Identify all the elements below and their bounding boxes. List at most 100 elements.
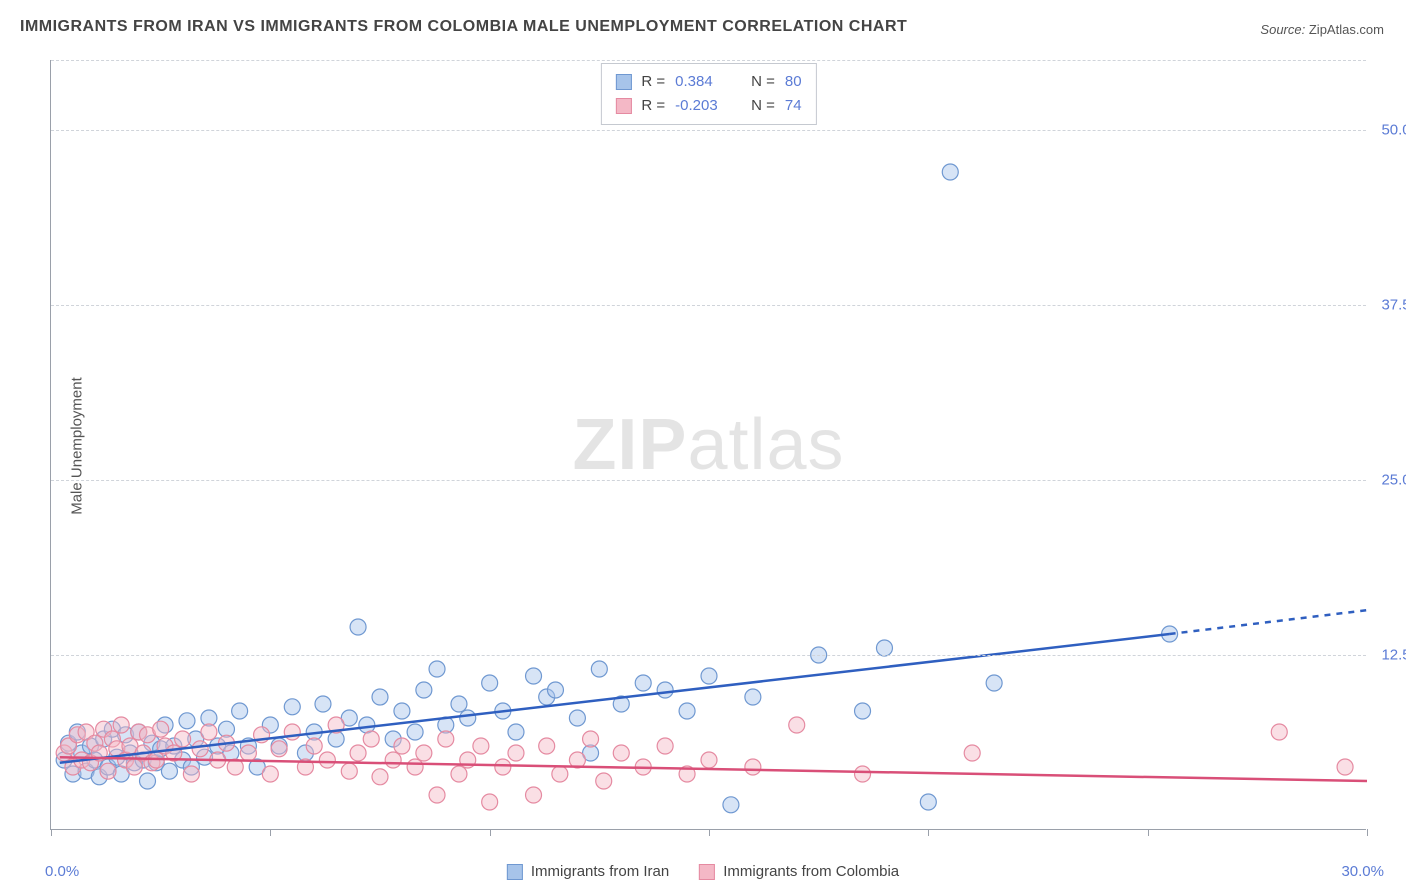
scatter-point bbox=[679, 703, 695, 719]
scatter-point bbox=[473, 738, 489, 754]
scatter-point bbox=[175, 731, 191, 747]
scatter-point bbox=[451, 766, 467, 782]
scatter-point bbox=[350, 745, 366, 761]
scatter-point bbox=[508, 745, 524, 761]
plot-area: ZIPatlas R =0.384N =80R =-0.203N =74 12.… bbox=[50, 60, 1366, 830]
scatter-point bbox=[539, 738, 555, 754]
scatter-point bbox=[745, 759, 761, 775]
scatter-point bbox=[271, 741, 287, 757]
legend-label: Immigrants from Iran bbox=[531, 863, 669, 880]
scatter-point bbox=[482, 675, 498, 691]
scatter-point bbox=[407, 759, 423, 775]
scatter-point bbox=[920, 794, 936, 810]
scatter-point bbox=[495, 759, 511, 775]
scatter-point bbox=[1271, 724, 1287, 740]
stats-row: R =0.384N =80 bbox=[615, 70, 801, 94]
scatter-point bbox=[240, 745, 256, 761]
plot-svg bbox=[51, 60, 1366, 829]
scatter-point bbox=[341, 763, 357, 779]
scatter-point bbox=[350, 619, 366, 635]
source-label: Source: bbox=[1260, 22, 1305, 37]
scatter-point bbox=[319, 752, 335, 768]
scatter-point bbox=[394, 738, 410, 754]
scatter-point bbox=[179, 713, 195, 729]
scatter-point bbox=[372, 769, 388, 785]
stats-row: R = -0.203 N = 74 bbox=[615, 94, 801, 118]
scatter-point bbox=[745, 689, 761, 705]
x-tick bbox=[270, 829, 271, 836]
scatter-point bbox=[113, 717, 129, 733]
x-tick bbox=[928, 829, 929, 836]
scatter-point bbox=[635, 675, 651, 691]
scatter-point bbox=[552, 766, 568, 782]
scatter-point bbox=[1337, 759, 1353, 775]
y-tick-label: 50.0% bbox=[1381, 122, 1406, 139]
chart-title: IMMIGRANTS FROM IRAN VS IMMIGRANTS FROM … bbox=[20, 18, 907, 36]
scatter-point bbox=[438, 731, 454, 747]
r-label: R = bbox=[641, 94, 665, 118]
scatter-point bbox=[701, 752, 717, 768]
scatter-point bbox=[262, 766, 278, 782]
scatter-point bbox=[876, 640, 892, 656]
legend-bottom: Immigrants from Iran Immigrants from Colo… bbox=[507, 863, 899, 880]
x-tick bbox=[1367, 829, 1368, 836]
scatter-point bbox=[416, 745, 432, 761]
scatter-point bbox=[460, 710, 476, 726]
n-value: 74 bbox=[785, 94, 802, 118]
scatter-point bbox=[201, 724, 217, 740]
scatter-point bbox=[183, 766, 199, 782]
scatter-point bbox=[451, 696, 467, 712]
scatter-point bbox=[569, 710, 585, 726]
n-value: 80 bbox=[785, 70, 802, 94]
scatter-point bbox=[372, 689, 388, 705]
scatter-point bbox=[315, 696, 331, 712]
scatter-point bbox=[363, 731, 379, 747]
scatter-point bbox=[701, 668, 717, 684]
x-tick bbox=[51, 829, 52, 836]
r-value: -0.203 bbox=[675, 94, 735, 118]
scatter-point bbox=[482, 794, 498, 810]
scatter-point bbox=[986, 675, 1002, 691]
scatter-point bbox=[100, 763, 116, 779]
r-label: R = bbox=[641, 70, 665, 94]
y-tick-label: 12.5% bbox=[1381, 647, 1406, 664]
scatter-point bbox=[855, 703, 871, 719]
scatter-point bbox=[126, 759, 142, 775]
legend-swatch bbox=[699, 864, 715, 880]
scatter-point bbox=[723, 797, 739, 813]
y-tick-label: 25.0% bbox=[1381, 472, 1406, 489]
scatter-point bbox=[429, 661, 445, 677]
regression-line-extrapolated bbox=[1170, 610, 1367, 634]
source-value: ZipAtlas.com bbox=[1309, 22, 1384, 37]
gridline bbox=[51, 655, 1366, 656]
scatter-point bbox=[657, 682, 673, 698]
gridline bbox=[51, 480, 1366, 481]
scatter-point bbox=[429, 787, 445, 803]
scatter-point bbox=[547, 682, 563, 698]
x-axis-max-label: 30.0% bbox=[1341, 863, 1384, 880]
series-swatch bbox=[615, 74, 631, 90]
scatter-point bbox=[385, 752, 401, 768]
x-tick bbox=[709, 829, 710, 836]
source-attribution: Source: ZipAtlas.com bbox=[1260, 22, 1384, 37]
scatter-point bbox=[232, 703, 248, 719]
scatter-point bbox=[508, 724, 524, 740]
n-label: N = bbox=[751, 94, 775, 118]
scatter-point bbox=[192, 741, 208, 757]
scatter-point bbox=[613, 745, 629, 761]
scatter-point bbox=[789, 717, 805, 733]
gridline bbox=[51, 130, 1366, 131]
scatter-point bbox=[964, 745, 980, 761]
scatter-point bbox=[416, 682, 432, 698]
scatter-point bbox=[855, 766, 871, 782]
scatter-point bbox=[284, 699, 300, 715]
scatter-point bbox=[407, 724, 423, 740]
scatter-point bbox=[583, 731, 599, 747]
scatter-point bbox=[942, 164, 958, 180]
scatter-point bbox=[140, 773, 156, 789]
gridline bbox=[51, 60, 1366, 61]
scatter-point bbox=[161, 763, 177, 779]
scatter-point bbox=[394, 703, 410, 719]
scatter-point bbox=[657, 738, 673, 754]
legend-label: Immigrants from Colombia bbox=[723, 863, 899, 880]
